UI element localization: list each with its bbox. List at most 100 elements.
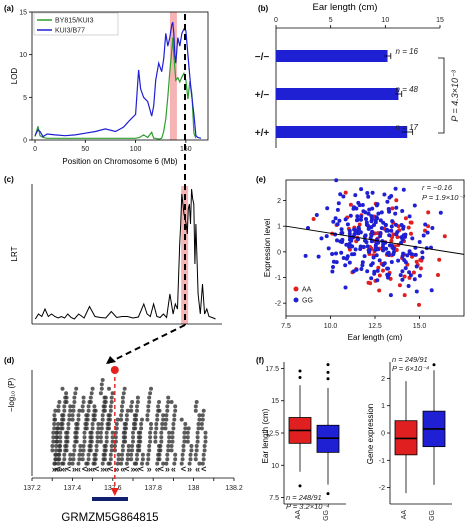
panel-e-point-gg	[405, 253, 410, 258]
panel-d-point	[164, 461, 169, 466]
panel-f-left-ytick-label: 10	[271, 463, 279, 470]
panel-d-point	[158, 444, 163, 448]
panel-f-right-p: P = 6×10⁻⁴	[392, 364, 429, 373]
panel-d-point	[108, 404, 113, 409]
panel-e-point-gg	[413, 252, 418, 257]
panel-e-ytick-label: -1	[275, 275, 281, 282]
panel-d-point	[61, 413, 66, 418]
panel-d-point	[86, 408, 91, 413]
panel-d-point	[68, 408, 73, 413]
panel-e-point-gg	[381, 248, 385, 253]
panel-d-point	[179, 461, 184, 466]
panel-d-point	[203, 439, 208, 444]
panel-d-xtick-label: 137.4	[64, 485, 82, 492]
panel-e-point-gg	[400, 209, 405, 213]
panel-e-point-gg	[384, 246, 389, 251]
panel-e-point-gg	[389, 260, 394, 264]
panel-e-point-gg	[394, 222, 398, 227]
panel-label-d: (d)	[4, 356, 15, 365]
panel-e-point-aa	[442, 234, 447, 239]
panel-d-point	[64, 391, 69, 396]
panel-f-category-label: AA	[295, 510, 302, 520]
panel-d-point	[148, 430, 153, 435]
panel-d-point	[93, 408, 98, 413]
panel-d-point	[135, 408, 139, 413]
panel-d-point	[134, 461, 139, 466]
panel-e-point-gg	[359, 267, 364, 271]
panel-d-point	[165, 404, 170, 409]
panel-d-point	[82, 435, 87, 440]
panel-d-point	[72, 400, 77, 404]
panel-b-cat-2: +/+	[255, 128, 270, 139]
panel-e-point-gg	[364, 220, 369, 225]
panel-d-point	[60, 422, 65, 426]
panel-e-point-aa	[402, 293, 407, 298]
panel-e-point-gg	[356, 200, 361, 205]
panel-b-cat-0: −/−	[255, 52, 270, 63]
panel-d-point	[64, 400, 69, 404]
panel-d-point	[72, 395, 77, 400]
panel-e-point-gg	[394, 205, 399, 210]
panel-d-point	[173, 457, 178, 462]
panel-e-point-aa	[418, 266, 423, 271]
panel-e-point-gg	[347, 228, 352, 233]
panel-d-point	[193, 452, 198, 457]
panel-d-point	[201, 452, 206, 457]
panel-d-point	[56, 422, 60, 426]
panel-d-point	[68, 452, 73, 457]
panel-d-point	[89, 439, 94, 444]
panel-e-point-gg	[393, 211, 398, 216]
panel-f-left-ytick-label: 17.5	[265, 366, 279, 373]
panel-d-point	[126, 444, 131, 448]
panel-d-point	[185, 435, 190, 440]
panel-d-point	[98, 430, 103, 435]
panel-d-gene-arrow: »	[52, 464, 57, 474]
panel-d-gene-arrow: <	[201, 464, 206, 474]
panel-e-point-gg	[306, 226, 310, 230]
panel-e-point-gg	[387, 243, 392, 248]
panel-d-point	[64, 444, 69, 448]
panel-d-point	[197, 413, 202, 418]
panel-d-point	[67, 413, 72, 418]
panel-a-highlight-band	[169, 12, 177, 140]
panel-e-point-aa	[348, 202, 353, 207]
panel-d-point	[77, 457, 82, 462]
panel-f-left-p: P = 3.2×10⁻⁴	[286, 502, 330, 511]
panel-d-point	[93, 452, 98, 457]
panel-d-point	[153, 439, 158, 444]
panel-e-point-gg	[406, 284, 411, 288]
panel-d-point	[155, 413, 160, 418]
panel-d-point	[82, 430, 87, 435]
panel-e-point-gg	[372, 269, 377, 274]
panel-b-n-0: n = 16	[396, 47, 419, 56]
panel-d-point	[130, 444, 135, 448]
panel-e-point-aa	[408, 220, 413, 225]
panel-d-point	[120, 448, 125, 453]
panel-e-point-aa	[436, 273, 440, 277]
panel-d-point	[199, 426, 204, 431]
panel-d-point	[180, 452, 185, 457]
panel-e-point-gg	[403, 260, 408, 265]
panel-d-gene-arrow: «	[104, 464, 109, 474]
panel-d-point	[71, 404, 76, 409]
panel-e-point-gg	[360, 203, 365, 207]
panel-d-point	[140, 417, 144, 422]
panel-d-gene-arrow: «	[90, 464, 95, 474]
panel-d-point	[114, 426, 119, 431]
panel-d-point	[68, 404, 73, 409]
panel-a-ytick-label: 10	[19, 52, 27, 59]
panel-d-point	[140, 452, 145, 457]
panel-d-point	[60, 386, 65, 391]
panel-d-point	[102, 408, 107, 413]
panel-d-point	[182, 439, 187, 444]
panel-d-point	[131, 435, 135, 440]
panel-f-chart: 7.5 10 12.5 15 17.5 AA GG -2 -1 0 1 2 AA GG Ear leng…	[261, 355, 452, 521]
panel-d-point	[86, 404, 91, 409]
panel-d-point	[170, 435, 175, 440]
panel-e-point-gg	[395, 230, 400, 235]
panel-d-point	[107, 426, 111, 431]
panel-d-point	[145, 413, 150, 418]
panel-e-xtick-label: 15.0	[413, 323, 427, 330]
panel-f-left-ytick-label: 7.5	[269, 495, 279, 502]
panel-label-c: (c)	[4, 175, 14, 184]
